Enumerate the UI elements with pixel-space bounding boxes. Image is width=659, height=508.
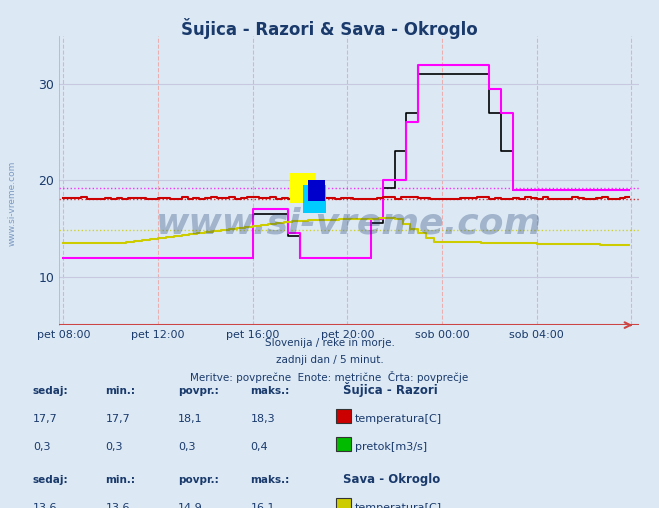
Text: 0,3: 0,3 (105, 441, 123, 452)
Text: maks.:: maks.: (250, 386, 290, 396)
Text: Šujica - Razori: Šujica - Razori (343, 382, 438, 397)
Text: povpr.:: povpr.: (178, 474, 219, 485)
Text: 14,9: 14,9 (178, 502, 203, 508)
Text: min.:: min.: (105, 474, 136, 485)
Text: 0,3: 0,3 (33, 441, 51, 452)
Text: sedaj:: sedaj: (33, 386, 69, 396)
Text: 0,4: 0,4 (250, 441, 268, 452)
Text: maks.:: maks.: (250, 474, 290, 485)
Text: zadnji dan / 5 minut.: zadnji dan / 5 minut. (275, 355, 384, 365)
Text: 17,7: 17,7 (105, 414, 130, 424)
Text: povpr.:: povpr.: (178, 386, 219, 396)
Text: pretok[m3/s]: pretok[m3/s] (355, 441, 426, 452)
Text: temperatura[C]: temperatura[C] (355, 502, 442, 508)
Text: 13,6: 13,6 (33, 502, 57, 508)
Text: Šujica - Razori & Sava - Okroglo: Šujica - Razori & Sava - Okroglo (181, 18, 478, 39)
Text: Slovenija / reke in morje.: Slovenija / reke in morje. (264, 338, 395, 348)
Text: 16,1: 16,1 (250, 502, 275, 508)
Text: www.si-vreme.com: www.si-vreme.com (156, 207, 542, 241)
Text: sedaj:: sedaj: (33, 474, 69, 485)
Text: min.:: min.: (105, 386, 136, 396)
Text: 0,3: 0,3 (178, 441, 196, 452)
Text: temperatura[C]: temperatura[C] (355, 414, 442, 424)
Text: 18,1: 18,1 (178, 414, 202, 424)
Text: 17,7: 17,7 (33, 414, 58, 424)
Text: www.si-vreme.com: www.si-vreme.com (8, 161, 17, 246)
Text: 13,6: 13,6 (105, 502, 130, 508)
Text: 18,3: 18,3 (250, 414, 275, 424)
Text: Sava - Okroglo: Sava - Okroglo (343, 472, 440, 486)
Text: Meritve: povprečne  Enote: metrične  Črta: povprečje: Meritve: povprečne Enote: metrične Črta:… (190, 371, 469, 384)
